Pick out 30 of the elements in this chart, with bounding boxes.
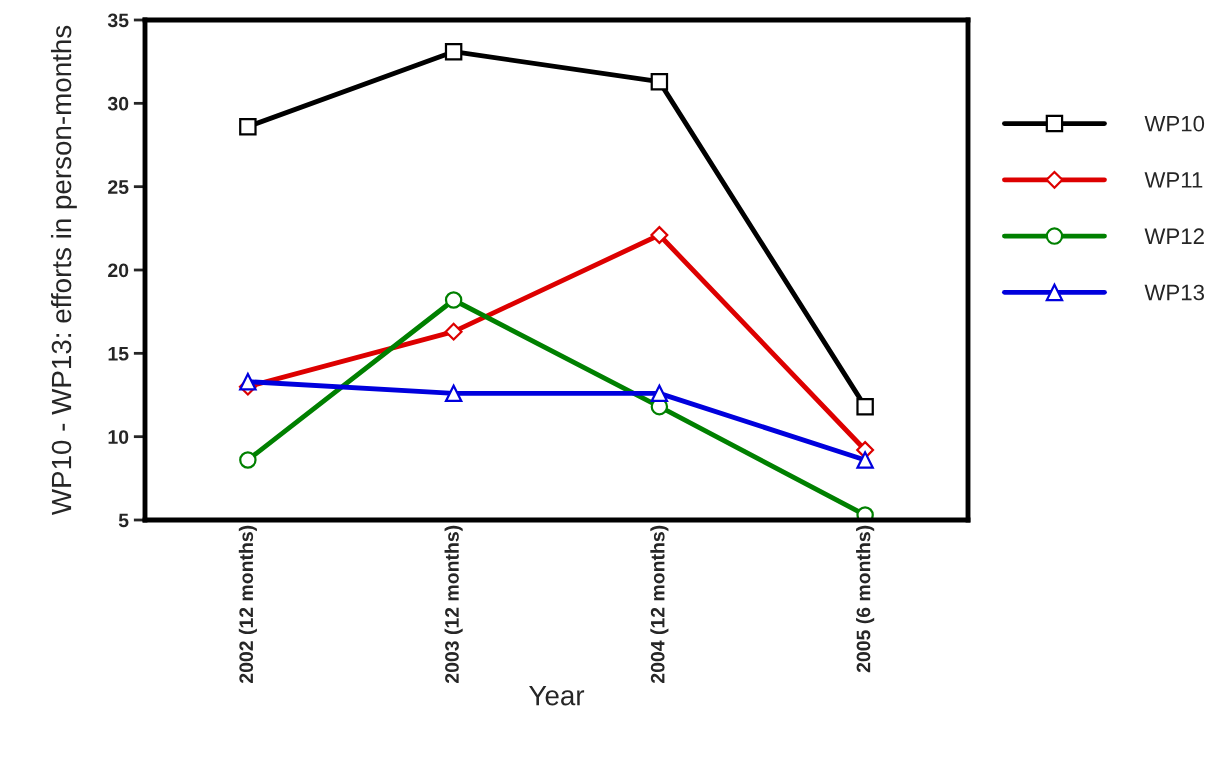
point [444, 322, 463, 341]
point [239, 372, 257, 391]
y-tick-label: 30 [107, 96, 129, 111]
legend-label: WP11 [1144, 172, 1203, 188]
point [444, 384, 463, 403]
x-tick-label: 2004 (12 months) [650, 525, 669, 684]
x-axis-title: Year [529, 686, 585, 706]
point [239, 117, 257, 136]
point [856, 506, 874, 520]
y-tick-label: 20 [108, 263, 129, 278]
y-tick-label: 25 [108, 180, 129, 194]
point [650, 384, 669, 403]
x-tick-label: 2002 (12 months) [238, 525, 257, 684]
y-axis-title: WP10 - WP13: efforts in person-months [50, 25, 77, 516]
point [650, 226, 669, 244]
point [444, 42, 463, 61]
point [239, 451, 257, 469]
y-tick-label: 35 [107, 13, 129, 28]
point [856, 397, 874, 416]
legend-label: WP13 [1144, 284, 1204, 301]
legend-label: WP10 [1144, 115, 1205, 132]
point [856, 451, 874, 469]
x-tick-label: 2003 (12 months) [444, 525, 463, 684]
point [650, 72, 669, 91]
y-tick-label: 10 [108, 430, 129, 444]
y-tick-label: 5 [118, 513, 129, 528]
y-tick-label: 15 [108, 347, 129, 361]
point [444, 291, 463, 309]
x-tick-label: 2005 (6 months) [856, 525, 875, 673]
legend-label: WP12 [1144, 228, 1204, 244]
